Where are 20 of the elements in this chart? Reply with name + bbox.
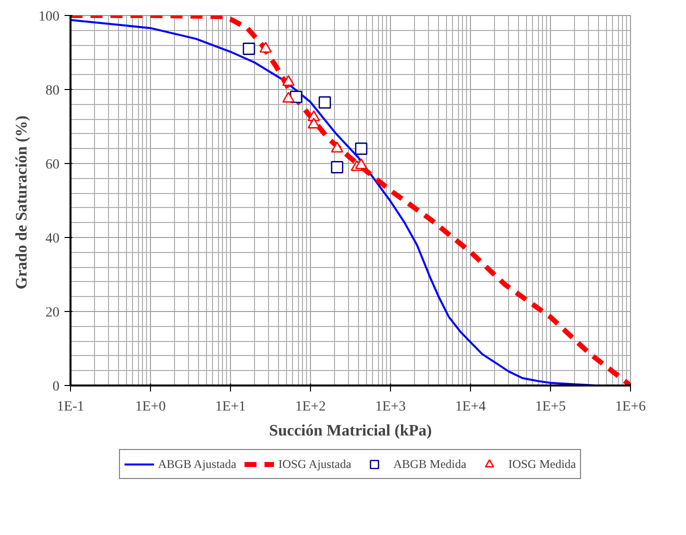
x-tick-label: 1E+2 [295, 400, 326, 414]
y-axis-title: Grado de Saturación (%) [14, 116, 30, 290]
legend-label: ABGB Ajustada [158, 456, 236, 472]
y-tick-label: 80 [46, 84, 60, 98]
y-tick-label: 40 [46, 232, 60, 246]
legend-label: IOSG Medida [508, 456, 576, 472]
y-tick-label: 100 [38, 10, 60, 24]
y-tick-label: 60 [46, 158, 60, 172]
x-tick-label: 1E+0 [135, 400, 166, 414]
legend-label: IOSG Ajustada [278, 456, 352, 472]
x-axis-title: Succión Matricial (kPa) [269, 422, 432, 440]
x-tick-label: 1E+1 [215, 400, 246, 414]
x-tick-label: 1E-1 [56, 400, 84, 414]
x-tick-label: 1E+5 [535, 400, 566, 414]
legend-label: ABGB Medida [393, 456, 466, 472]
x-tick-label: 1E+4 [455, 400, 486, 414]
y-tick-label: 0 [52, 380, 60, 394]
y-tick-label: 20 [46, 306, 60, 320]
x-tick-label: 1E+6 [615, 400, 646, 414]
x-tick-label: 1E+3 [375, 400, 406, 414]
